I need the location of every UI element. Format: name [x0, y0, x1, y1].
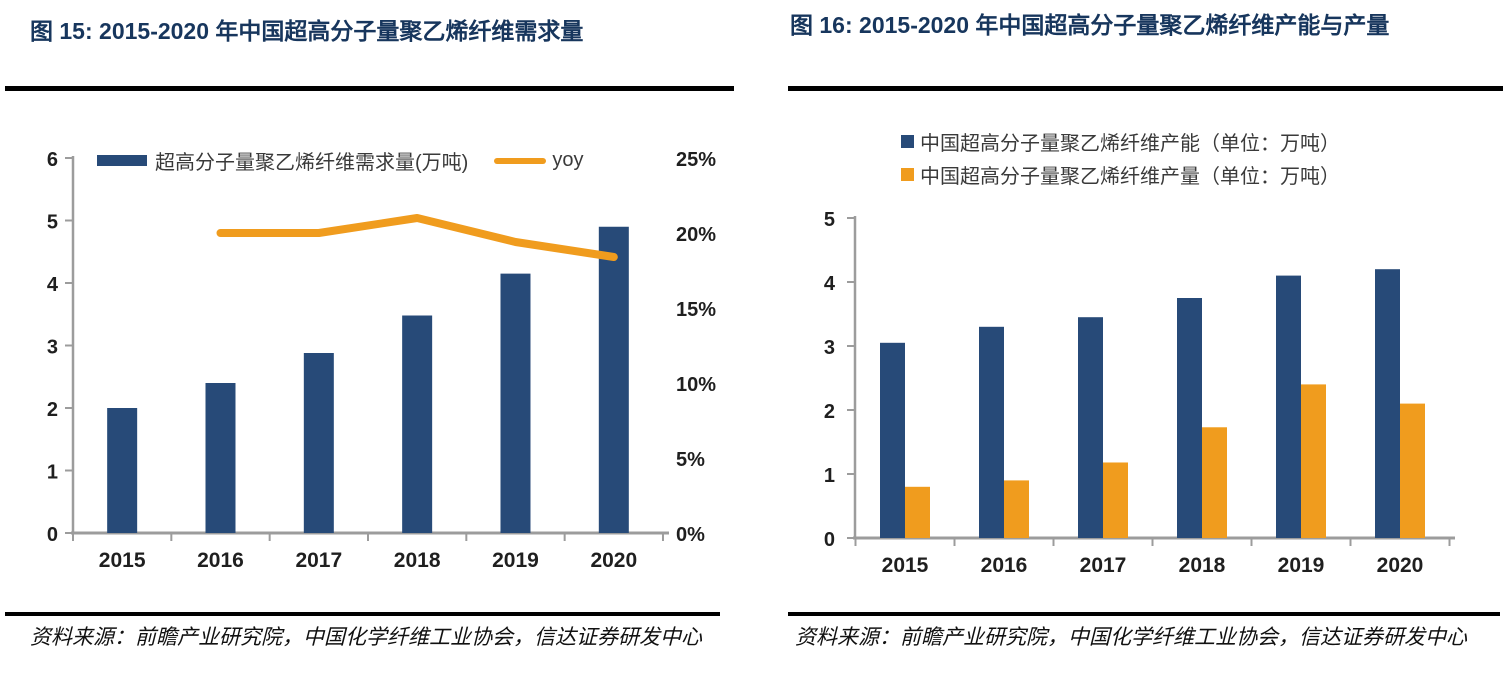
bar-navy-2020 [598, 226, 629, 533]
figure-16-caption-text: 图 16: 2015-2020 年中国超高分子量聚乙烯纤维产能与产量 [790, 12, 1390, 38]
right-axis-tick-label: 15% [676, 299, 716, 321]
figure-15-source: 资料来源：前瞻产业研究院，中国化学纤维工业协会，信达证券研发中心 [5, 612, 720, 654]
bar-orange-2019 [1301, 384, 1326, 538]
bar-navy-2015 [107, 408, 138, 533]
figure-16-caption: 图 16: 2015-2020 年中国超高分子量聚乙烯纤维产能与产量 [788, 0, 1503, 91]
legend-line-swatch [494, 157, 547, 164]
figure-16-source-text: 资料来源：前瞻产业研究院，中国化学纤维工业协会，信达证券研发中心 [795, 625, 1467, 649]
figure-16-source: 资料来源：前瞻产业研究院，中国化学纤维工业协会，信达证券研发中心 [788, 612, 1500, 654]
figure-15-caption: 图 15: 2015-2020 年中国超高分子量聚乙烯纤维需求量 [5, 0, 734, 91]
bar-orange-2016 [1004, 480, 1029, 538]
legend-bar-swatch [97, 155, 147, 166]
bar-navy-2018 [402, 315, 433, 533]
y-axis-tick-label: 1 [47, 462, 58, 484]
figure-15-caption-text: 图 15: 2015-2020 年中国超高分子量聚乙烯纤维需求量 [30, 18, 584, 44]
bar-navy-2019 [1276, 275, 1301, 538]
y-axis-tick-label: 5 [824, 209, 835, 231]
bar-navy-2015 [880, 342, 905, 538]
category-label: 2018 [394, 549, 441, 572]
legend-label-demand: 超高分子量聚乙烯纤维需求量(万吨) [155, 152, 469, 174]
bar-navy-2017 [1078, 317, 1103, 538]
figure-16-legend: 中国超高分子量聚乙烯纤维产能（单位：万吨） 中国超高分子量聚乙烯纤维产量（单位：… [901, 126, 1340, 189]
right-axis-tick-label: 0% [676, 524, 705, 546]
legend-label-capacity: 中国超高分子量聚乙烯纤维产能（单位：万吨） [920, 132, 1340, 155]
capacity-output-bar-chart: 0 1 2 3 4 5 2015 2016 2017 2018 2019 2020 [824, 209, 1455, 577]
right-axis-tick-label: 5% [676, 449, 705, 471]
y-axis-tick-label: 4 [47, 274, 59, 296]
category-label: 2019 [492, 549, 539, 572]
right-axis-tick-label: 10% [676, 374, 716, 396]
category-label: 2019 [1278, 554, 1325, 577]
legend-row-output: 中国超高分子量聚乙烯纤维产量（单位：万吨） [901, 159, 1340, 189]
category-label: 2015 [99, 549, 146, 572]
y-axis-tick-label: 6 [47, 149, 58, 171]
bar-navy-2019 [500, 273, 531, 533]
legend-square-swatch-capacity [901, 134, 914, 148]
y-axis-tick-label: 3 [47, 337, 58, 359]
bar-orange-2015 [905, 486, 930, 538]
category-label: 2015 [882, 554, 929, 577]
yoy-line [216, 214, 618, 261]
legend-label-output: 中国超高分子量聚乙烯纤维产量（单位：万吨） [920, 165, 1340, 188]
y-axis-tick-label: 0 [47, 524, 58, 546]
demand-bar-line-chart: 0 1 2 3 4 5 6 0% 5% 10% 15% 20% 25% 2015 2016 2017 2018 2… [47, 149, 716, 572]
bar-navy-2017 [303, 353, 334, 533]
bar-navy-2016 [979, 326, 1004, 538]
category-label: 2020 [590, 549, 637, 572]
y-axis-tick-label: 3 [824, 337, 835, 359]
bar-navy-2018 [1177, 298, 1202, 538]
category-label: 2018 [1179, 554, 1226, 577]
legend-row-capacity: 中国超高分子量聚乙烯纤维产能（单位：万吨） [901, 126, 1340, 156]
bar-navy-2016 [205, 383, 236, 533]
figure-16-panel: 图 16: 2015-2020 年中国超高分子量聚乙烯纤维产能与产量 中国超高分… [755, 0, 1510, 690]
y-axis-tick-label: 4 [824, 273, 836, 295]
legend-square-swatch-output [901, 167, 914, 181]
y-axis-tick-label: 0 [824, 529, 835, 551]
y-axis-tick-label: 1 [824, 465, 835, 487]
y-axis-tick-label: 2 [47, 399, 58, 421]
bar-orange-2018 [1202, 427, 1227, 538]
bar-orange-2017 [1103, 462, 1128, 538]
right-axis-tick-label: 25% [676, 149, 716, 171]
y-axis-tick-label: 5 [47, 212, 58, 234]
bar-orange-2020 [1400, 403, 1425, 538]
figure-15-source-text: 资料来源：前瞻产业研究院，中国化学纤维工业协会，信达证券研发中心 [30, 625, 702, 649]
bar-navy-2020 [1375, 269, 1400, 538]
category-label: 2016 [981, 554, 1028, 577]
figure-15-legend: 超高分子量聚乙烯纤维需求量(万吨) yoy [97, 146, 583, 175]
legend-label-yoy: yoy [552, 149, 584, 171]
category-label: 2016 [197, 549, 244, 572]
category-label: 2017 [295, 549, 342, 572]
figure-15-panel: 图 15: 2015-2020 年中国超高分子量聚乙烯纤维需求量 超高分子量聚乙… [5, 0, 734, 654]
y-axis-tick-label: 2 [824, 401, 835, 423]
category-label: 2020 [1377, 554, 1424, 577]
right-axis-tick-label: 20% [676, 224, 716, 246]
category-label: 2017 [1080, 554, 1127, 577]
